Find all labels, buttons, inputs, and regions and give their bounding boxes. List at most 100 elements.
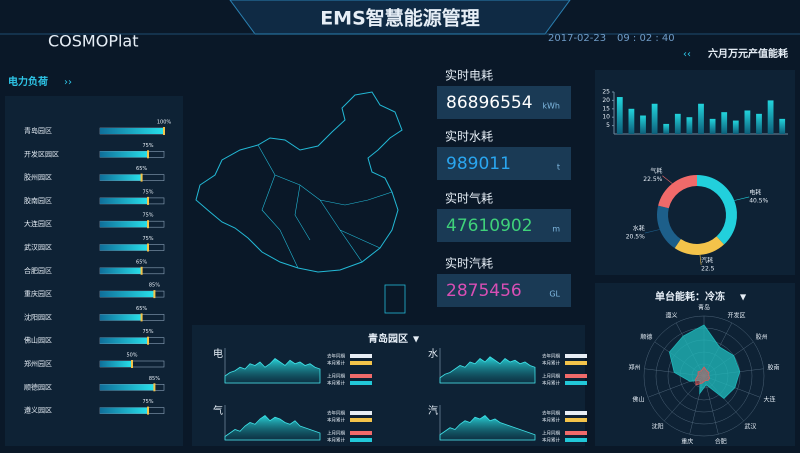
load-label: 合肥园区 — [24, 266, 52, 275]
bar — [709, 118, 716, 134]
load-label: 胶州园区 — [24, 173, 52, 182]
load-bar — [100, 314, 142, 321]
load-label: 重庆园区 — [24, 289, 52, 298]
pie-value-label: 20.5% — [626, 234, 645, 241]
chart-title: 六月万元产值能耗 — [708, 47, 788, 60]
pie-value-label: 22.5% — [643, 176, 662, 183]
metric-box — [437, 86, 571, 119]
bar — [767, 100, 774, 134]
metric-unit: t — [557, 163, 560, 172]
load-label: 青岛园区 — [24, 126, 52, 135]
legend-swatch — [565, 361, 587, 365]
load-label: 沈阳园区 — [24, 312, 52, 321]
trend-label: 水 — [428, 348, 438, 360]
legend-swatch — [565, 381, 587, 385]
legend-swatch — [350, 361, 372, 365]
dropdown-icon[interactable]: ▼ — [413, 335, 420, 344]
trend-area — [439, 356, 536, 384]
metric-label: 实时电耗 — [445, 68, 493, 83]
load-marker — [140, 313, 143, 322]
bar — [628, 108, 635, 134]
legend-label: 上月同期 — [327, 430, 345, 437]
legend-swatch — [565, 354, 587, 358]
load-marker — [140, 173, 143, 182]
load-value-label: 50% — [126, 353, 137, 359]
legend-swatch — [565, 411, 587, 415]
bar — [686, 117, 693, 134]
load-bar — [100, 151, 148, 158]
radar-label: 开发区 — [728, 311, 746, 319]
pie-value-label: 40.5% — [749, 197, 768, 204]
load-label: 胶南园区 — [24, 196, 52, 205]
time: 09 : 02 : 40 — [617, 33, 675, 44]
radar-label: 青岛 — [698, 304, 710, 312]
trend-area — [224, 414, 321, 441]
load-value-label: 75% — [142, 399, 153, 405]
load-label: 顺德园区 — [24, 382, 52, 391]
legend-label: 本月累计 — [327, 360, 345, 367]
bar — [616, 97, 623, 134]
y-tick-label: 25 — [602, 89, 610, 96]
map-outline — [195, 91, 403, 273]
legend-label: 本月累计 — [542, 360, 560, 367]
load-label: 遵义园区 — [24, 406, 52, 415]
metric-unit: m — [552, 225, 560, 234]
arrow-icon: ›› — [64, 77, 72, 88]
dropdown-icon[interactable]: ▼ — [740, 293, 747, 302]
load-marker — [163, 127, 165, 135]
map-inset — [384, 284, 406, 314]
trend-label: 汽 — [428, 404, 438, 417]
load-marker — [147, 196, 149, 205]
pie-label: 气耗 — [650, 167, 662, 175]
china-map — [195, 91, 406, 314]
bar — [663, 123, 670, 134]
pie-value-label: 22.5 — [701, 265, 715, 272]
legend-swatch — [350, 354, 372, 358]
load-bar — [100, 174, 142, 181]
legend-label: 本月累计 — [327, 417, 345, 424]
y-tick-label: 20 — [602, 97, 610, 104]
metric-unit: GL — [549, 290, 560, 299]
load-value-label: 75% — [142, 329, 153, 335]
legend-label: 本月累计 — [542, 380, 560, 387]
pie-label: 汽耗 — [701, 256, 713, 264]
y-tick-label: 10 — [602, 114, 610, 121]
map-provinces — [257, 144, 393, 269]
load-value-label: 65% — [136, 259, 147, 265]
legend-swatch — [350, 381, 372, 385]
load-label: 郑州园区 — [24, 360, 52, 368]
page-title: EMS智慧能源管理 — [320, 7, 480, 30]
panel-title: 青岛园区 — [368, 332, 408, 345]
load-value-label: 65% — [136, 306, 147, 312]
metric-box — [437, 147, 571, 180]
metric-value: 2875456 — [446, 281, 522, 301]
pie-leader — [699, 254, 702, 265]
radar-label: 胶州 — [756, 333, 768, 341]
legend-swatch — [350, 438, 372, 442]
energy-panel — [595, 70, 795, 275]
bar — [721, 112, 728, 134]
legend-swatch — [565, 374, 587, 378]
bar — [651, 103, 658, 134]
radar-label: 沈阳 — [652, 422, 664, 430]
metric-unit: kWh — [542, 102, 560, 111]
load-value-label: 75% — [142, 189, 153, 195]
load-bar — [100, 407, 148, 414]
radar-label: 武汉 — [744, 422, 756, 430]
legend-label: 上月同期 — [542, 373, 560, 380]
radar-label: 顺德 — [640, 333, 652, 341]
legend-swatch — [350, 431, 372, 435]
pie-leader — [662, 175, 673, 184]
radar-area — [695, 366, 711, 386]
radar-label: 合肥 — [715, 438, 727, 446]
legend-label: 本月累计 — [542, 437, 560, 444]
bar — [744, 110, 751, 134]
load-bar — [100, 244, 148, 251]
chart-title: 单台能耗：冷冻 — [655, 290, 725, 303]
load-label: 武汉园区 — [24, 243, 52, 252]
legend-swatch — [350, 374, 372, 378]
legend-label: 上月同期 — [327, 373, 345, 380]
pie-label: 电耗 — [749, 188, 761, 196]
metric-value: 86896554 — [446, 93, 533, 113]
